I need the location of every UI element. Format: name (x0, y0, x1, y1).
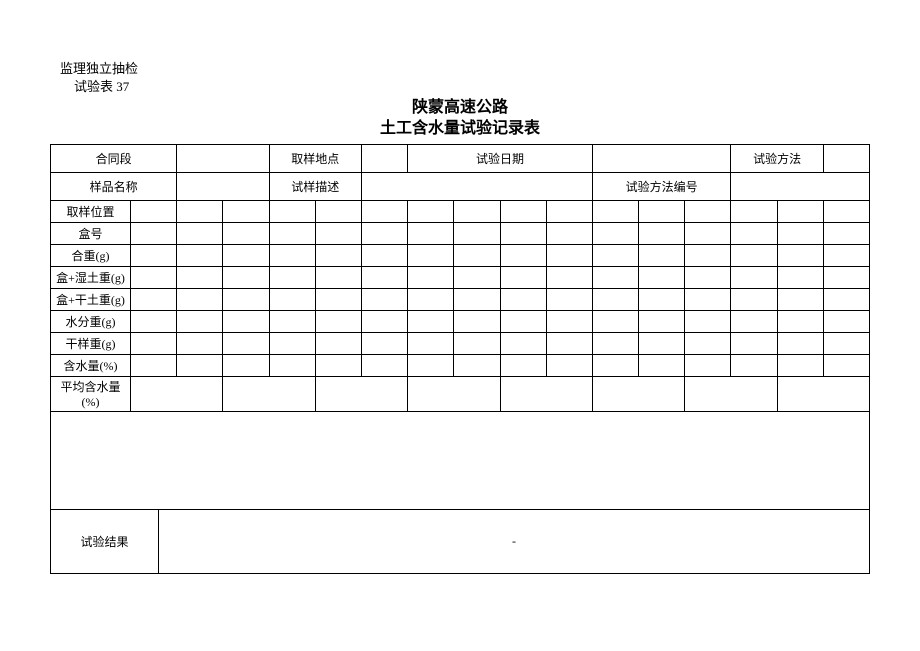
method-value (823, 144, 869, 172)
row-label: 平均含水量(%) (51, 376, 131, 411)
date-value (592, 144, 731, 172)
title-2: 土工含水量试验记录表 (50, 119, 870, 140)
result-row: 试验结果 - (50, 510, 870, 574)
method-no-label: 试验方法编号 (592, 172, 731, 200)
header-notes: 监理独立抽检 试验表 37 (60, 60, 870, 96)
row-label: 盒号 (51, 222, 131, 244)
sample-label: 样品名称 (51, 172, 177, 200)
row-label: 取样位置 (51, 200, 131, 222)
method-no-value (731, 172, 870, 200)
row-label: 干样重(g) (51, 332, 131, 354)
data-row-4: 盒+干土重(g) (51, 288, 870, 310)
sample-value (177, 172, 269, 200)
info-row-1: 合同段 取样地点 试验日期 试验方法 (51, 144, 870, 172)
note-line-2: 试验表 37 (74, 78, 870, 96)
desc-value (361, 172, 592, 200)
date-label: 试验日期 (408, 144, 593, 172)
title-1: 陕蒙高速公路 (50, 98, 870, 119)
row-label: 合重(g) (51, 244, 131, 266)
contract-value (177, 144, 269, 172)
data-row-5: 水分重(g) (51, 310, 870, 332)
data-row-1: 盒号 (51, 222, 870, 244)
note-line-1: 监理独立抽检 (60, 60, 870, 78)
row-label: 水分重(g) (51, 310, 131, 332)
info-row-2: 样品名称 试样描述 试验方法编号 (51, 172, 870, 200)
title-block: 陕蒙高速公路 土工含水量试验记录表 (50, 98, 870, 140)
row-label: 含水量(%) (51, 354, 131, 376)
data-row-2: 合重(g) (51, 244, 870, 266)
location-label: 取样地点 (269, 144, 361, 172)
data-row-0: 取样位置 (51, 200, 870, 222)
row-label: 盒+干土重(g) (51, 288, 131, 310)
location-value (361, 144, 407, 172)
result-content: - (159, 510, 869, 573)
contract-label: 合同段 (51, 144, 177, 172)
desc-label: 试样描述 (269, 172, 361, 200)
blank-notes-area (50, 412, 870, 510)
data-row-6: 干样重(g) (51, 332, 870, 354)
row-label: 盒+湿土重(g) (51, 266, 131, 288)
result-label: 试验结果 (51, 510, 159, 573)
main-form-table: 合同段 取样地点 试验日期 试验方法 样品名称 试样描述 试验方法编号 取样位置… (50, 144, 870, 412)
data-row-3: 盒+湿土重(g) (51, 266, 870, 288)
method-label: 试验方法 (731, 144, 823, 172)
data-row-8: 平均含水量(%) (51, 376, 870, 411)
data-row-7: 含水量(%) (51, 354, 870, 376)
